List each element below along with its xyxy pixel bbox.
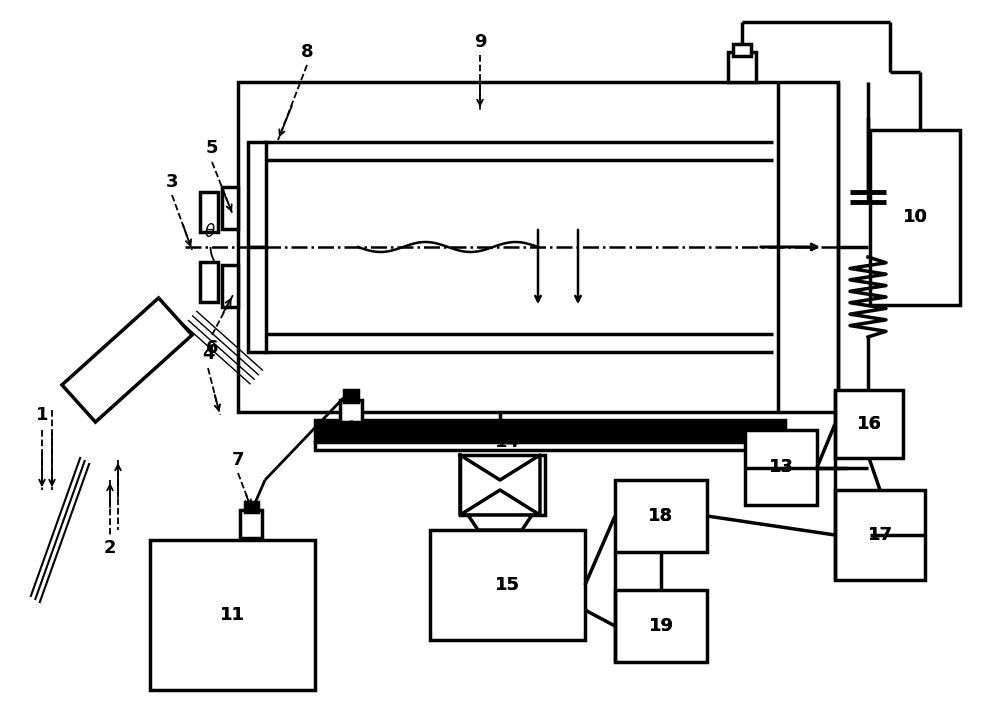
- Bar: [245, 502, 258, 512]
- Text: 5: 5: [206, 139, 218, 157]
- Bar: [315, 442, 785, 450]
- Bar: [745, 430, 817, 505]
- Text: 15: 15: [494, 576, 520, 594]
- Text: 16: 16: [856, 415, 882, 433]
- Text: 9: 9: [474, 33, 486, 51]
- Text: 19: 19: [648, 617, 674, 635]
- Bar: [870, 130, 960, 305]
- Text: 15: 15: [494, 576, 520, 594]
- Text: 19: 19: [648, 617, 674, 635]
- Bar: [460, 455, 545, 515]
- Bar: [222, 187, 238, 229]
- Text: 2: 2: [104, 539, 116, 557]
- Text: 4: 4: [202, 345, 214, 363]
- Bar: [728, 52, 756, 82]
- Text: 10: 10: [902, 208, 928, 226]
- Bar: [240, 510, 262, 538]
- Bar: [248, 247, 266, 352]
- Bar: [733, 44, 751, 56]
- Text: 18: 18: [648, 507, 674, 525]
- Text: 6: 6: [206, 339, 218, 357]
- Text: 7: 7: [232, 451, 244, 469]
- Text: 3: 3: [166, 173, 178, 191]
- Text: 13: 13: [768, 459, 794, 476]
- Text: 11: 11: [220, 606, 244, 624]
- Bar: [430, 530, 585, 640]
- Text: 14: 14: [494, 433, 520, 451]
- Bar: [200, 192, 218, 232]
- Text: 10: 10: [902, 208, 928, 226]
- Text: 18: 18: [648, 507, 674, 525]
- Text: 12: 12: [538, 422, 562, 440]
- Bar: [835, 390, 903, 458]
- Bar: [62, 298, 192, 422]
- Bar: [248, 142, 266, 247]
- Text: 17: 17: [868, 526, 893, 544]
- Bar: [615, 590, 707, 662]
- Text: 11: 11: [220, 606, 244, 624]
- Bar: [344, 390, 358, 402]
- Text: 16: 16: [856, 415, 882, 433]
- Text: $\theta$: $\theta$: [204, 223, 216, 241]
- Bar: [315, 420, 785, 442]
- Text: 8: 8: [301, 43, 313, 61]
- Bar: [150, 540, 315, 690]
- Text: 1: 1: [36, 406, 48, 424]
- Polygon shape: [468, 515, 532, 530]
- Text: 17: 17: [868, 526, 893, 544]
- Bar: [200, 262, 218, 302]
- Bar: [340, 400, 362, 422]
- Text: 13: 13: [768, 459, 794, 476]
- Bar: [615, 480, 707, 552]
- Bar: [238, 82, 838, 412]
- Bar: [222, 265, 238, 307]
- Bar: [835, 490, 925, 580]
